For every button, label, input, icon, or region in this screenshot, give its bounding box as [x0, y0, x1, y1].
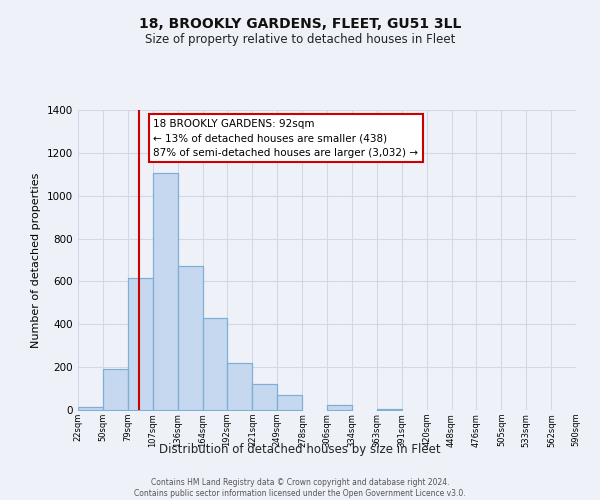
Text: Contains HM Land Registry data © Crown copyright and database right 2024.
Contai: Contains HM Land Registry data © Crown c…	[134, 478, 466, 498]
Text: Distribution of detached houses by size in Fleet: Distribution of detached houses by size …	[159, 442, 441, 456]
Text: 18, BROOKLY GARDENS, FLEET, GU51 3LL: 18, BROOKLY GARDENS, FLEET, GU51 3LL	[139, 18, 461, 32]
Text: Size of property relative to detached houses in Fleet: Size of property relative to detached ho…	[145, 32, 455, 46]
Text: 18 BROOKLY GARDENS: 92sqm
← 13% of detached houses are smaller (438)
87% of semi: 18 BROOKLY GARDENS: 92sqm ← 13% of detac…	[154, 118, 418, 158]
Y-axis label: Number of detached properties: Number of detached properties	[31, 172, 41, 348]
